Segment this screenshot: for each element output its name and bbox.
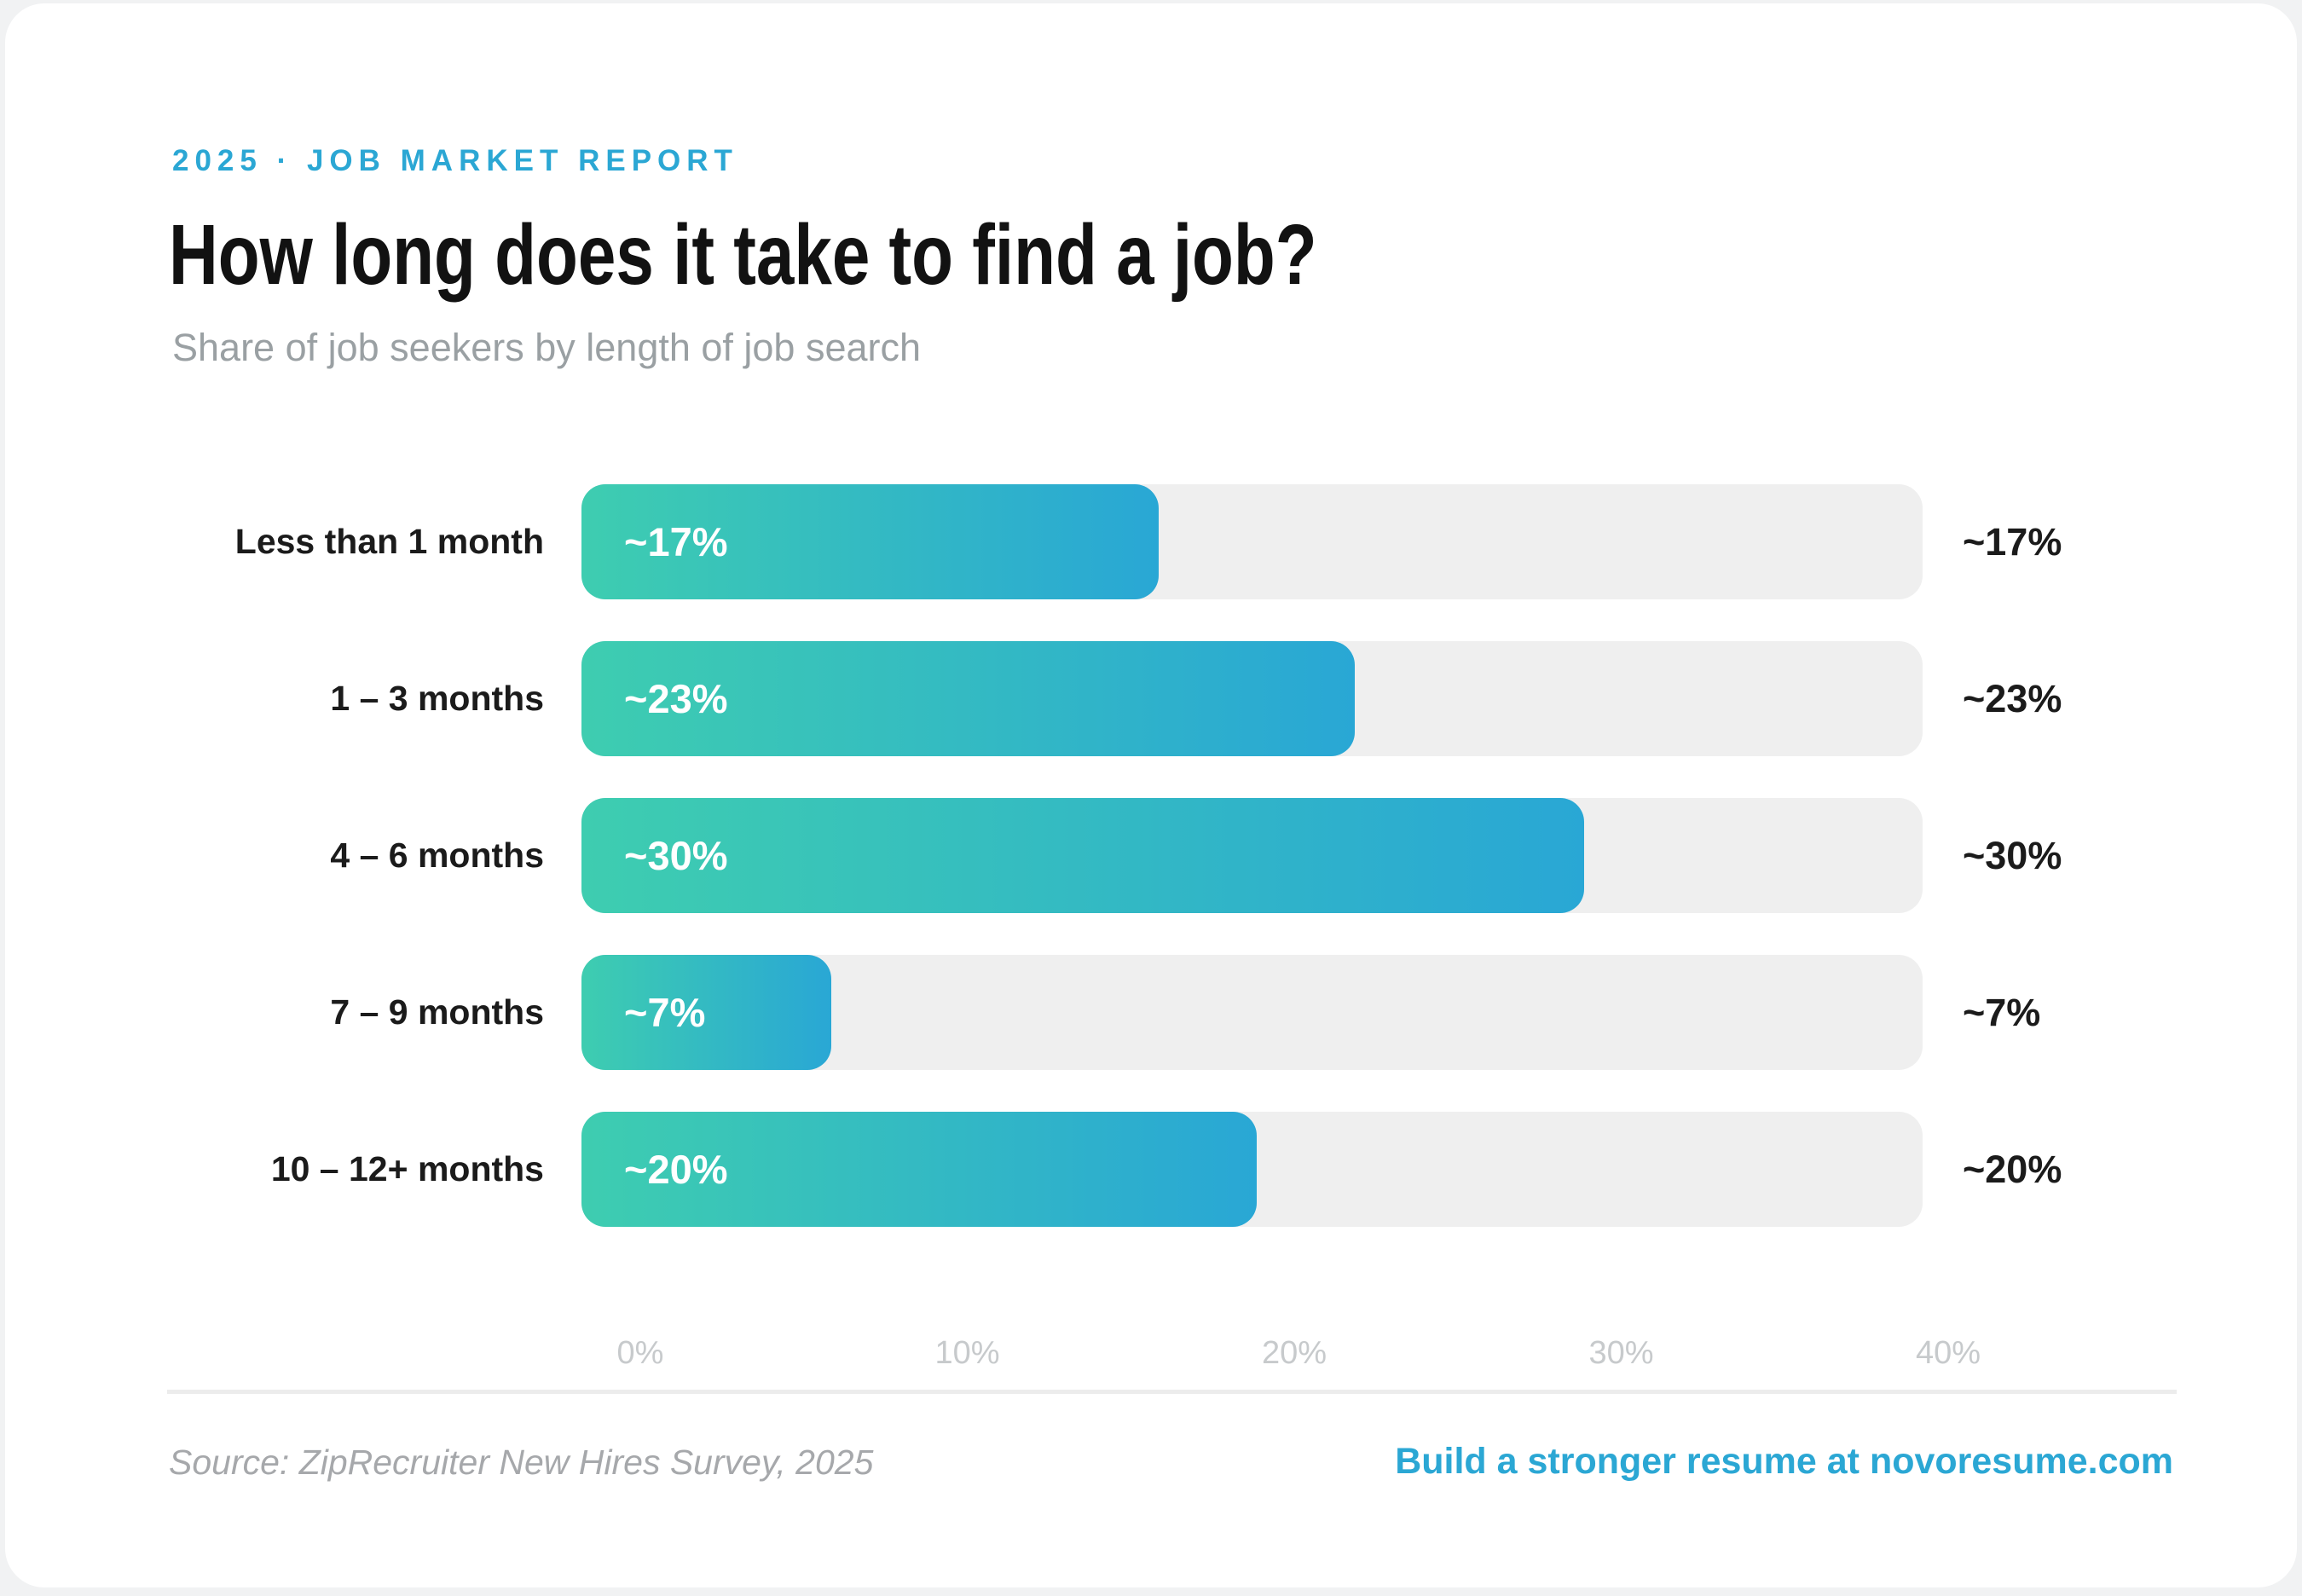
- footer-divider: [167, 1390, 2177, 1394]
- category-label: Less than 1 month: [234, 522, 544, 561]
- x-tick-label: 20%: [1261, 1335, 1327, 1371]
- chart-subtitle: Share of job seekers by length of job se…: [172, 326, 922, 369]
- x-axis: 0% 10% 20% 30% 40%: [616, 1335, 1981, 1378]
- bar-value-label: ~20%: [624, 1147, 728, 1192]
- bar-value-label: ~30%: [624, 833, 728, 878]
- category-label: 4 – 6 months: [330, 836, 544, 875]
- bar: ~7%: [581, 955, 832, 1070]
- chart-row: Less than 1 month ~17% ~17%: [5, 484, 2302, 599]
- source-note: Source: ZipRecruiter New Hires Survey, 2…: [169, 1443, 874, 1482]
- bar-track: ~23%: [581, 641, 1923, 756]
- chart-row: 10 – 12+ months ~20% ~20%: [5, 1112, 2302, 1227]
- chart-row: 1 – 3 months ~23% ~23%: [5, 641, 2302, 756]
- x-tick-label: 40%: [1915, 1335, 1981, 1371]
- category-label: 1 – 3 months: [330, 679, 544, 718]
- row-value-label: ~20%: [1963, 1147, 2062, 1191]
- bar-value-label: ~23%: [624, 676, 728, 721]
- category-label: 10 – 12+ months: [270, 1149, 544, 1188]
- row-value-label: ~17%: [1963, 519, 2062, 564]
- x-tick-label: 30%: [1588, 1335, 1654, 1371]
- x-tick-label: 10%: [934, 1335, 1000, 1371]
- row-value-label: ~23%: [1963, 676, 2062, 720]
- bar: ~17%: [581, 484, 1159, 599]
- novoresume-cta-link[interactable]: Build a stronger resume at novoresume.co…: [1395, 1441, 2173, 1482]
- chart-title: How long does it take to find a job?: [169, 207, 1317, 303]
- bar: ~23%: [581, 641, 1356, 756]
- bar-track: ~7%: [581, 955, 1923, 1070]
- bar-track: ~30%: [581, 798, 1923, 913]
- bar-value-label: ~7%: [624, 990, 706, 1035]
- chart-rows: Less than 1 month ~17% ~17% 1 – 3 months…: [5, 484, 2302, 1269]
- bar-track: ~17%: [581, 484, 1923, 599]
- chart-row: 7 – 9 months ~7% ~7%: [5, 955, 2302, 1070]
- bar-value-label: ~17%: [624, 519, 728, 564]
- x-tick-label: 0%: [616, 1335, 664, 1371]
- bar: ~20%: [581, 1112, 1257, 1227]
- category-label: 7 – 9 months: [330, 992, 544, 1032]
- bar: ~30%: [581, 798, 1584, 913]
- report-eyebrow: 2025 · JOB MARKET REPORT: [172, 144, 738, 177]
- row-value-label: ~30%: [1963, 833, 2062, 877]
- chart-row: 4 – 6 months ~30% ~30%: [5, 798, 2302, 913]
- row-value-label: ~7%: [1963, 990, 2041, 1034]
- bar-track: ~20%: [581, 1112, 1923, 1227]
- infographic-card: 2025 · JOB MARKET REPORT How long does i…: [5, 3, 2297, 1587]
